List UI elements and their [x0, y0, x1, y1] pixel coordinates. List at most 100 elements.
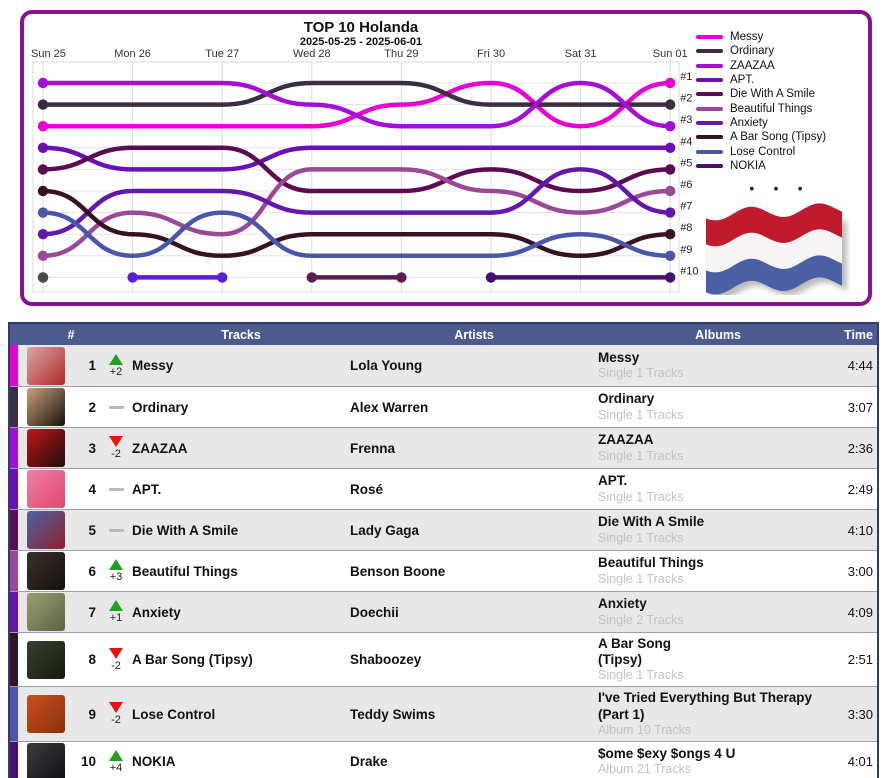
rank-up-icon [109, 353, 123, 365]
legend-label: Messy [730, 31, 764, 44]
legend-label: APT. [730, 74, 755, 87]
track-color-stripe [10, 510, 18, 550]
rank-label: #6 [680, 179, 692, 191]
rank-down-icon [109, 436, 123, 447]
series-line [40, 145, 673, 172]
legend-label: Lose Control [730, 145, 796, 158]
track-color-stripe [10, 345, 18, 386]
table-row[interactable]: 10 +4 NOKIA Drake $ome $exy $ongs 4 U Album 2… [10, 740, 877, 778]
artist-name: Lola Young [350, 358, 423, 373]
series-line [40, 167, 673, 237]
album-info: Single 1 Tracks [598, 530, 684, 545]
track-color-stripe [10, 741, 18, 778]
series-line [40, 80, 673, 129]
track-name: A Bar Song (Tipsy) [132, 652, 253, 668]
album-art [27, 695, 65, 734]
album-cell: Ordinary Single 1 Tracks [598, 388, 838, 425]
album-name: A Bar Song (Tipsy) [598, 636, 672, 668]
table-row[interactable]: 3 -2 ZAAZAA Frenna ZAAZAA Single 1 Tracks 2:36 [10, 427, 877, 468]
rank-label: #2 [680, 93, 692, 105]
series-endpoint [37, 164, 49, 175]
track-color-stripe [10, 592, 18, 632]
rank-number: 6 [88, 563, 96, 579]
rank-change: +1 [100, 600, 132, 624]
series-endpoint [665, 164, 676, 175]
table-row[interactable]: 4 APT. Rosé APT. Single 1 Tracks 2:49 [10, 468, 877, 509]
rank-change [100, 405, 132, 409]
table-row[interactable]: 1 +2 Messy Lola Young Messy Single 1 Tracks 4:… [10, 345, 877, 386]
track-time: 4:01 [847, 754, 873, 770]
rank-number: 3 [88, 440, 96, 456]
album-art-cell [18, 511, 66, 549]
artist-name: Benson Boone [350, 563, 446, 579]
artist-name: Frenna [350, 440, 396, 456]
album-art-cell [18, 346, 66, 385]
rank-label: #4 [680, 136, 692, 148]
rank-change: -2 [100, 702, 132, 726]
artist-name: Teddy Swims [350, 706, 436, 722]
album-art-cell [18, 742, 66, 778]
album-info: Single 1 Tracks [598, 448, 684, 463]
chart-date-range: 2025-05-25 - 2025-06-01 [299, 36, 423, 48]
legend-item: NOKIA [696, 159, 856, 173]
flag-stripe [706, 203, 842, 247]
rank-number: 9 [88, 706, 96, 722]
album-cell: Anxiety Single 2 Tracks [598, 593, 838, 630]
series-endpoint [665, 142, 676, 153]
legend-label: NOKIA [730, 159, 766, 172]
track-name: Lose Control [132, 706, 216, 722]
series-line [40, 210, 673, 259]
album-info: Single 2 Tracks [598, 612, 684, 627]
album-name: Anxiety [598, 596, 647, 612]
album-cell: I've Tried Everything But Therapy (Part … [598, 687, 838, 740]
table-row[interactable]: 2 Ordinary Alex Warren Ordinary Single 1 Tra… [10, 386, 877, 427]
rank-down-icon [109, 702, 123, 714]
chart-legend: Messy Ordinary ZAAZAA APT. Die With A Smile B… [696, 30, 856, 196]
rank-label: #3 [680, 114, 692, 126]
table-row[interactable]: 7 +1 Anxiety Doechii Anxiety Single 2 Tracks 4… [10, 591, 877, 632]
album-art [27, 552, 65, 590]
track-name: Beautiful Things [132, 563, 238, 579]
rank-number: 2 [88, 399, 96, 415]
series-endpoint [396, 272, 407, 283]
rank-change [100, 528, 132, 532]
series-endpoint [127, 272, 138, 283]
album-art [27, 742, 65, 778]
rank-number: 8 [88, 652, 96, 668]
album-name: Ordinary [598, 391, 655, 407]
track-name: APT. [132, 481, 162, 497]
legend-item: Beautiful Things [696, 101, 856, 115]
album-name: I've Tried Everything But Therapy (Part … [598, 690, 813, 722]
legend-label: Die With A Smile [730, 88, 815, 101]
series-endpoint [37, 185, 49, 197]
track-color-stripe [10, 469, 18, 509]
series-endpoint [37, 207, 49, 218]
series-endpoint [306, 272, 317, 283]
rank-change: -2 [100, 436, 132, 460]
table-body: 1 +2 Messy Lola Young Messy Single 1 Tracks 4:… [10, 345, 877, 778]
album-cell: APT. Single 1 Tracks [598, 470, 838, 507]
table-row[interactable]: 5 Die With A Smile Lady Gaga Die With A Smi… [10, 509, 877, 550]
rank-up-icon [109, 749, 123, 761]
legend-swatch [696, 120, 723, 125]
rank-change [100, 487, 132, 491]
table-row[interactable]: 6 +3 Beautiful Things Benson Boone Beautiful… [10, 550, 877, 591]
album-name: ZAAZAA [598, 432, 654, 448]
series-endpoint [665, 99, 676, 110]
legend-swatch [696, 106, 723, 111]
series-endpoint [37, 142, 49, 153]
series-line [40, 188, 673, 259]
table-row[interactable]: 9 -2 Lose Control Teddy Swims I've Tried Eve… [10, 686, 877, 741]
rank-label: #1 [680, 71, 692, 83]
legend-swatch [696, 78, 723, 83]
album-art-cell [18, 552, 66, 590]
rank-delta: -2 [111, 659, 121, 672]
header-tracks: Tracks [221, 327, 261, 342]
legend-label: Ordinary [730, 45, 775, 58]
track-color-stripe [10, 687, 18, 741]
rank-number: 4 [88, 481, 96, 497]
header-rank: # [67, 327, 75, 342]
rank-number: 1 [88, 358, 96, 373]
table-row[interactable]: 8 -2 A Bar Song (Tipsy) Shaboozey A Bar Song… [10, 632, 877, 687]
header-artists: Artists [454, 327, 494, 342]
